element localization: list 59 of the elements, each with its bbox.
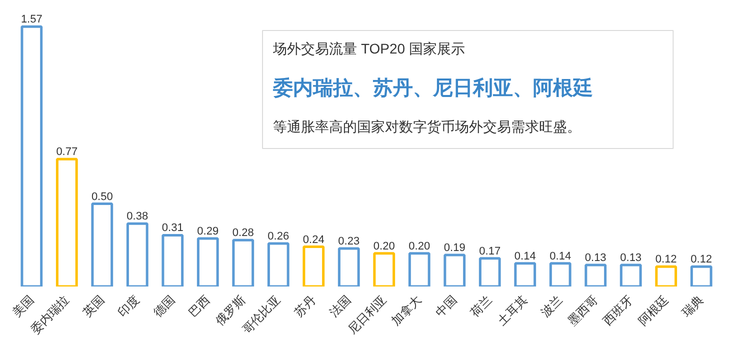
bar (690, 265, 712, 286)
bar (338, 247, 360, 286)
x-tick-label: 阿根廷 (636, 292, 672, 328)
bar (655, 265, 678, 286)
bar (126, 222, 148, 286)
data-label: 1.57 (20, 14, 42, 26)
data-label: 0.29 (197, 226, 219, 238)
data-label: 0.13 (620, 252, 642, 264)
x-tick-label: 英国 (80, 292, 108, 320)
bar (549, 262, 572, 286)
data-label: 0.13 (584, 252, 606, 264)
bar (267, 242, 290, 286)
bar (514, 262, 536, 286)
bar (584, 264, 607, 286)
data-label: 0.24 (302, 234, 324, 246)
data-label: 0.20 (373, 240, 395, 252)
x-tick-label: 墨西哥 (565, 292, 601, 328)
x-tick-label: 印度 (115, 292, 142, 320)
text: 场外交易流量 TOP20 国家展示 (272, 40, 465, 56)
data-label: 0.14 (550, 250, 572, 262)
bar (478, 257, 501, 286)
bar (162, 234, 184, 286)
data-label: 0.12 (690, 254, 712, 266)
bar (20, 25, 43, 286)
data-label: 0.26 (268, 230, 290, 242)
x-tick-label: 德国 (150, 292, 178, 320)
bar (444, 254, 466, 286)
x-tick-label: 法国 (326, 292, 354, 320)
bar (56, 158, 78, 286)
data-label: 0.23 (338, 235, 360, 248)
data-label: 0.20 (408, 240, 430, 252)
bar (373, 252, 396, 286)
data-label: 0.77 (56, 146, 78, 158)
data-label: 0.14 (514, 250, 536, 262)
x-tick-label: 美国 (10, 292, 37, 320)
data-label: 0.19 (444, 242, 466, 254)
x-tick-label: 中国 (432, 292, 460, 320)
bar (232, 238, 254, 286)
x-tick-label: 加拿大 (388, 292, 424, 328)
text: 委内瑞拉、苏丹、尼日利亚、阿根廷 (272, 76, 594, 100)
x-tick-label: 荷兰 (468, 292, 495, 320)
data-label: 0.38 (126, 210, 148, 223)
data-label: 0.28 (232, 227, 254, 240)
x-tick-label: 西班牙 (600, 292, 636, 328)
bar (408, 252, 430, 286)
data-label: 0.50 (91, 190, 113, 203)
bar (196, 237, 219, 286)
x-tick-label: 瑞典 (679, 292, 706, 320)
data-label: 0.17 (479, 245, 501, 258)
annotation: 等通胀率高的国家对数字货币场外交易需求旺盛。 (273, 118, 582, 134)
x-tick-label: 巴西 (186, 292, 213, 320)
x-tick-label: 波兰 (538, 292, 566, 320)
data-label: 0.12 (655, 254, 677, 266)
data-label: 0.31 (162, 222, 184, 234)
bar (620, 264, 642, 286)
bar (302, 246, 325, 286)
bar (91, 202, 114, 286)
x-tick-label: 土耳其 (494, 292, 530, 328)
x-tick-label: 苏丹 (292, 292, 319, 320)
